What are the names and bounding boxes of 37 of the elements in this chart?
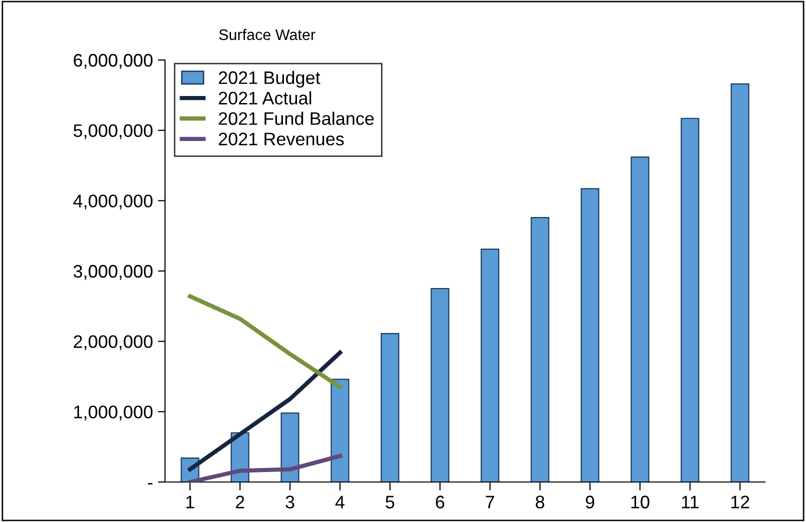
legend-label: 2021 Fund Balance xyxy=(218,112,374,125)
y-tick-label: 6,000,000 xyxy=(74,54,152,69)
x-tick-label: 2 xyxy=(236,496,244,508)
line-series xyxy=(188,294,342,390)
bar xyxy=(480,248,500,482)
y-tick-label: 1,000,000 xyxy=(74,406,152,421)
x-tick-label: 9 xyxy=(586,496,594,508)
x-tick-label: 7 xyxy=(486,496,494,508)
x-tick-label: 1 xyxy=(186,496,194,508)
x-tick-label: 3 xyxy=(286,496,294,508)
bar xyxy=(530,216,550,482)
legend-label: 2021 Revenues xyxy=(218,132,344,146)
x-tick-label: 12 xyxy=(731,496,750,508)
x-tick-label: 6 xyxy=(436,496,444,508)
bar xyxy=(730,83,750,482)
bar xyxy=(380,333,400,482)
bar xyxy=(580,188,600,482)
bar xyxy=(680,118,700,482)
bar xyxy=(630,156,650,482)
chart-title: Surface Water xyxy=(219,28,316,40)
y-tick-label: 3,000,000 xyxy=(74,264,152,280)
bar xyxy=(280,412,300,482)
y-tick-label: 5,000,000 xyxy=(74,124,152,140)
bar xyxy=(330,378,350,482)
legend-label: 2021 Actual xyxy=(218,91,312,105)
x-tick-label: 5 xyxy=(386,496,394,508)
x-tick-label: 11 xyxy=(682,496,698,508)
x-tick-label: 4 xyxy=(335,496,344,508)
x-tick-label: 10 xyxy=(631,496,650,508)
x-tick-label: 8 xyxy=(536,496,544,508)
y-tick-label: - xyxy=(148,483,152,484)
bar xyxy=(430,288,450,482)
line-series xyxy=(188,454,342,482)
y-tick-label: 2,000,000 xyxy=(74,335,152,350)
y-tick-label: 4,000,000 xyxy=(73,194,152,210)
legend-label: 2021 Budget xyxy=(218,70,320,88)
line-series xyxy=(188,350,342,472)
